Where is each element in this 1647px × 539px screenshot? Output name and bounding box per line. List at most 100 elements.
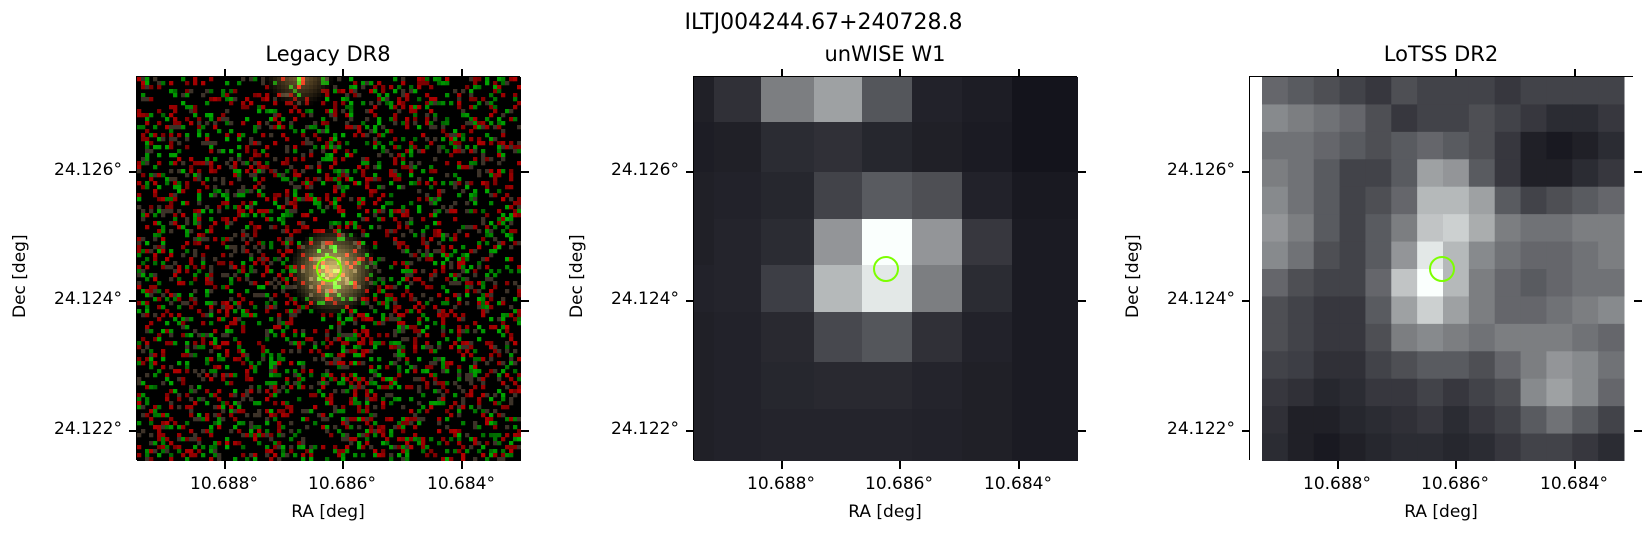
pixel <box>141 349 146 354</box>
pixel <box>137 77 142 82</box>
pixel <box>137 393 142 398</box>
y-tick <box>1634 300 1642 302</box>
pixel <box>305 85 310 90</box>
pixel <box>497 85 502 90</box>
pixel <box>301 113 306 118</box>
pixel <box>321 341 326 346</box>
pixel <box>205 137 210 142</box>
pixel <box>349 113 354 118</box>
pixel <box>185 217 190 222</box>
pixel <box>209 281 214 286</box>
pixel <box>197 125 202 130</box>
pixel <box>477 405 482 410</box>
pixel <box>325 129 330 134</box>
pixel <box>365 301 370 306</box>
pixel <box>513 361 518 366</box>
pixel <box>485 273 490 278</box>
pixel <box>501 313 506 318</box>
pixel <box>165 209 170 214</box>
pixel <box>485 241 490 246</box>
pixel <box>509 77 514 82</box>
pixel <box>513 201 518 206</box>
pixel <box>237 341 242 346</box>
pixel <box>457 329 462 334</box>
pixel <box>441 309 446 314</box>
pixel <box>221 401 226 406</box>
pixel <box>473 425 478 430</box>
pixel <box>357 381 362 386</box>
pixel <box>169 417 174 422</box>
pixel <box>209 301 214 306</box>
pixel <box>305 89 310 94</box>
x-tick-label: 10.684° <box>984 474 1052 494</box>
pixel <box>293 381 298 386</box>
pixel <box>341 233 346 238</box>
pixel <box>461 445 466 450</box>
pixel <box>273 97 278 102</box>
pixel <box>397 97 402 102</box>
pixel <box>409 145 414 150</box>
pixel <box>377 185 382 190</box>
pixel <box>289 237 294 242</box>
pixel <box>161 353 166 358</box>
pixel <box>289 165 294 170</box>
pixel <box>273 257 278 262</box>
pixel <box>229 409 234 414</box>
pixel <box>253 245 258 250</box>
pixel <box>241 105 246 110</box>
pixel <box>213 449 218 454</box>
pixel <box>457 105 462 110</box>
pixel <box>417 81 422 86</box>
pixel <box>185 369 190 374</box>
pixel <box>317 201 322 206</box>
pixel <box>245 169 250 174</box>
y-tick-label: 24.122° <box>54 419 122 439</box>
pixel <box>141 81 146 86</box>
x-tick <box>342 69 344 77</box>
pixel <box>441 237 446 242</box>
pixel <box>169 193 174 198</box>
pixel <box>169 113 174 118</box>
pixel <box>397 317 402 322</box>
pixel <box>457 281 462 286</box>
pixel <box>309 309 314 314</box>
pixel <box>425 197 430 202</box>
pixel <box>477 325 482 330</box>
pixel <box>862 219 913 266</box>
pixel <box>365 441 370 446</box>
pixel <box>181 333 186 338</box>
pixel <box>225 301 230 306</box>
pixel <box>301 77 306 82</box>
pixel <box>337 265 342 270</box>
pixel <box>369 365 374 370</box>
pixel <box>193 445 198 450</box>
pixel <box>369 425 374 430</box>
pixel <box>473 149 478 154</box>
pixel <box>353 225 358 230</box>
pixel <box>1262 269 1289 297</box>
pixel <box>297 221 302 226</box>
pixel <box>477 289 482 294</box>
pixel <box>337 285 342 290</box>
pixel <box>489 453 494 458</box>
pixel <box>285 197 290 202</box>
pixel <box>249 429 254 434</box>
pixel <box>261 345 266 350</box>
pixel <box>293 273 298 278</box>
pixel <box>185 89 190 94</box>
pixel <box>333 245 338 250</box>
pixel <box>177 265 182 270</box>
pixel <box>177 397 182 402</box>
pixel <box>309 281 314 286</box>
pixel <box>201 345 206 350</box>
pixel <box>361 245 366 250</box>
pixel <box>289 81 294 86</box>
pixel <box>497 209 502 214</box>
pixel <box>457 181 462 186</box>
pixel <box>401 153 406 158</box>
pixel <box>1365 351 1392 380</box>
pixel <box>385 233 390 238</box>
pixel <box>1468 323 1496 352</box>
pixel <box>437 193 442 198</box>
pixel <box>389 401 394 406</box>
